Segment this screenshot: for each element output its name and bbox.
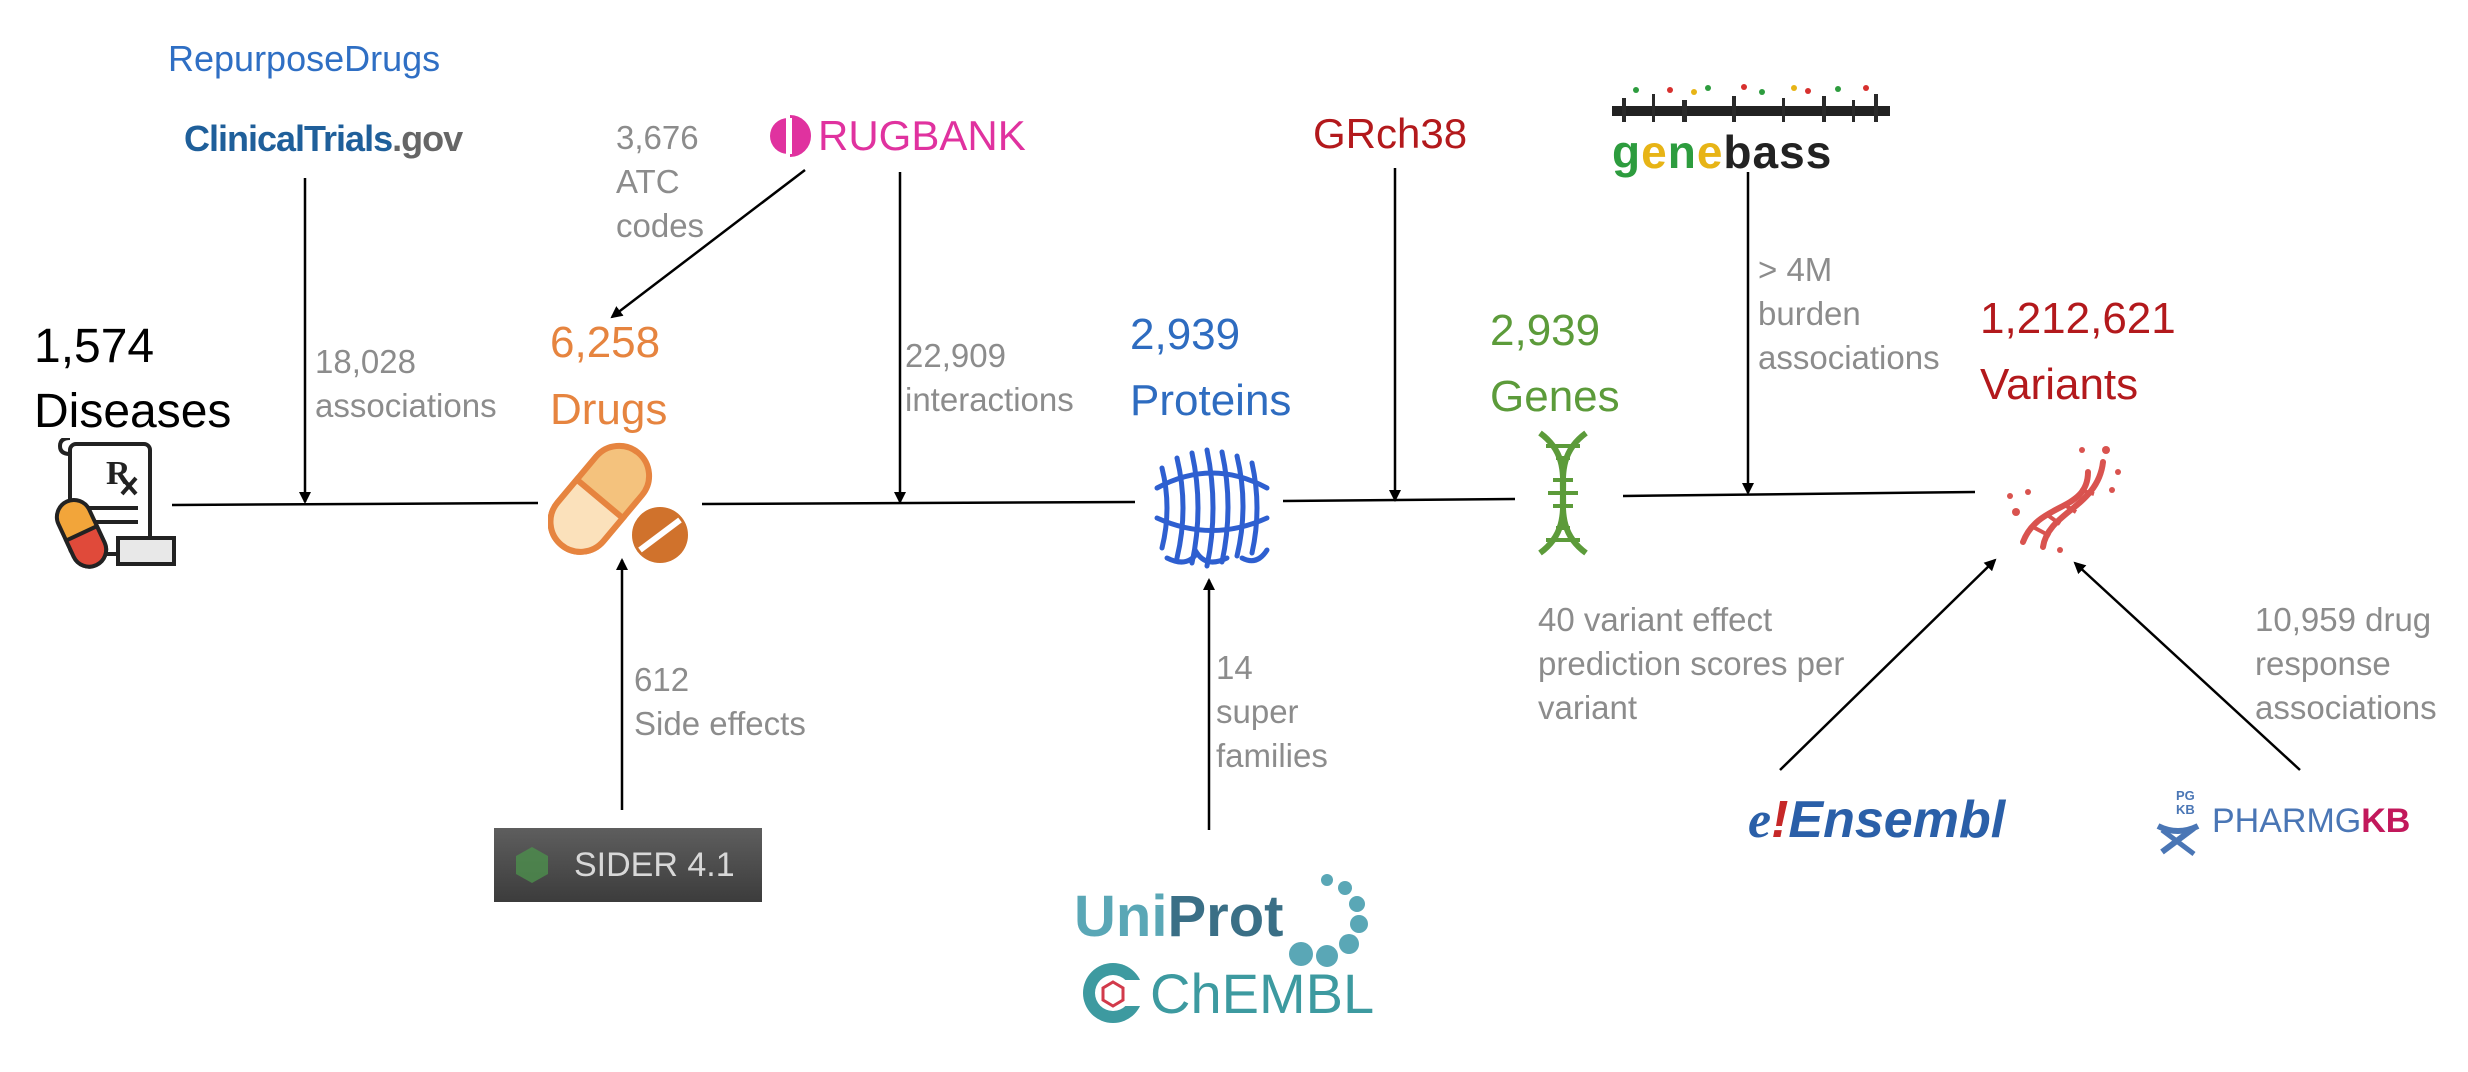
diseases-count: 1,574: [34, 320, 155, 373]
genebass-letter: b: [1723, 126, 1753, 178]
pharmgkb-mark-icon: PG KB: [2156, 788, 2200, 856]
edge-drugs-proteins: [701, 500, 1136, 506]
drugs-count: 6,258: [550, 318, 661, 367]
sider-annotation-line1: 612: [634, 661, 690, 698]
ensembl-annotation-line1: 40 variant effect: [1538, 601, 1773, 638]
genebass-letter: a: [1752, 126, 1780, 178]
protein-structure-icon: [1154, 447, 1270, 569]
repurposedrugs-logo: RepurposeDrugs: [168, 38, 441, 79]
uniprot-logo-prot: Prot: [1167, 883, 1284, 949]
variants-count: 1,212,621: [1980, 294, 2176, 343]
genes-count: 2,939: [1490, 306, 1601, 355]
dna-helix-icon: [1538, 430, 1588, 556]
pharmgkb-logo-kb: KB: [2361, 801, 2411, 840]
ensembl-annotation-line3: variant: [1538, 689, 1638, 726]
pharmgkb-annotation: 10,959 drug response associations: [2255, 598, 2437, 730]
atc-annotation: 3,676 ATC codes: [616, 116, 704, 248]
clinicaltrials-annotation: 18,028 associations: [315, 340, 497, 428]
arrow-pharmgkb: [2073, 561, 2301, 771]
diseases-label: Diseases: [34, 385, 232, 438]
genebass-letter: e: [1641, 126, 1668, 178]
ensembl-annotation: 40 variant effect prediction scores per …: [1538, 598, 1844, 730]
uniprot-annotation-line1: 14: [1216, 649, 1253, 686]
chembl-mark-icon: [1083, 963, 1146, 1023]
pill-icon: [548, 442, 688, 563]
drugbank-annotation-line1: 22,909: [905, 337, 1006, 374]
genebass-annotation-line3: associations: [1758, 339, 1940, 376]
uniprot-logo: Uni Prot: [1074, 850, 1377, 982]
sider-annotation: 612 Side effects: [634, 658, 806, 746]
uniprot-dots-icon: [1289, 874, 1369, 967]
clinicaltrials-annotation-line1: 18,028: [315, 343, 416, 380]
pharmgkb-mark-top: PG: [2176, 788, 2195, 803]
mutated-dna-icon: [2007, 446, 2121, 553]
uniprot-annotation-line3: families: [1216, 737, 1328, 774]
sider-logo: SIDER 4.1: [494, 828, 762, 902]
genes-label: Genes: [1490, 372, 1620, 421]
pharmgkb-annotation-line2: response: [2255, 645, 2391, 682]
genebass-letter: s: [1805, 126, 1833, 178]
pharmgkb-annotation-line1: 10,959 drug: [2255, 601, 2432, 638]
genebass-annotation: > 4M burden associations: [1758, 248, 1940, 380]
grch38-logo: GRch38: [1313, 110, 1468, 157]
drugbank-annotation-line2: interactions: [905, 381, 1074, 418]
clinicaltrials-annotation-line2: associations: [315, 387, 497, 424]
pharmgkb-annotation-line3: associations: [2255, 689, 2437, 726]
edge-genes-variants: [1622, 490, 1976, 498]
atc-annotation-line1: 3,676: [616, 119, 699, 156]
chembl-logo-text: ChEMBL: [1150, 961, 1375, 1025]
arrow-ensembl: [1779, 558, 1997, 771]
ensembl-logo-text: Ensembl: [1788, 791, 2006, 849]
genebass-letter: e: [1696, 126, 1724, 178]
genebass-letter: g: [1612, 126, 1642, 178]
pharmgkb-logo-main: PHARMG: [2212, 801, 2362, 840]
clinicaltrials-logo: ClinicalTrials.gov: [184, 118, 463, 160]
uniprot-logo-uni: Uni: [1074, 883, 1168, 949]
genebass-annotation-line1: > 4M: [1758, 251, 1833, 288]
edge-diseases-drugs: [171, 501, 539, 507]
ensembl-annotation-line2: prediction scores per: [1538, 645, 1845, 682]
uniprot-annotation: 14 super families: [1216, 646, 1328, 778]
chembl-logo: ChEMBL: [1080, 960, 1374, 1026]
ensembl-logo: e!Ensembl: [1748, 790, 2005, 850]
sider-annotation-line2: Side effects: [634, 705, 806, 742]
ensembl-logo-bang: !: [1771, 791, 1789, 849]
genebass-track-icon: [1612, 84, 1890, 122]
drugbank-logo-text: RUGBANK: [818, 112, 1026, 159]
variants-label: Variants: [1980, 360, 2139, 409]
atc-annotation-line3: codes: [616, 207, 705, 244]
genebass-letter: s: [1779, 126, 1806, 178]
pharmgkb-mark-bottom: KB: [2176, 802, 2195, 817]
genebass-annotation-line2: burden: [1758, 295, 1861, 332]
uniprot-annotation-line2: super: [1216, 693, 1299, 730]
genebass-logo: genebass: [1612, 84, 1890, 175]
clinicaltrials-logo-main: ClinicalTrials: [184, 118, 393, 159]
drugbank-logo: RUGBANK: [768, 112, 1026, 160]
clinicaltrials-logo-suffix: .gov: [392, 118, 463, 159]
genebass-wordmark: genebass: [1612, 129, 1890, 175]
pharmgkb-logo: PG KB PHARMG KB: [2150, 786, 2410, 856]
arrow-drugbank-atc: [610, 169, 806, 319]
edge-proteins-genes: [1282, 497, 1516, 503]
drugs-label: Drugs: [550, 385, 668, 434]
drugbank-annotation: 22,909 interactions: [905, 334, 1074, 422]
atc-annotation-line2: ATC: [616, 163, 680, 200]
prescription-icon: R: [54, 438, 176, 569]
proteins-count: 2,939: [1130, 310, 1241, 359]
sider-hexagon-icon: [516, 847, 548, 883]
drugbank-mark-icon: [770, 115, 811, 157]
sider-logo-text: SIDER 4.1: [574, 845, 735, 884]
proteins-label: Proteins: [1130, 376, 1292, 425]
genebass-letter: n: [1667, 126, 1697, 178]
ensembl-logo-e: e: [1748, 792, 1772, 849]
